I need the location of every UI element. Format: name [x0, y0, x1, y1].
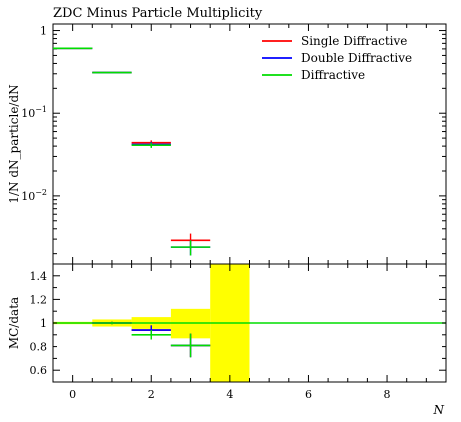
legend-label: Single Diffractive: [301, 34, 407, 48]
ratio-panel: 0.6 0.8 1 1.2 1.4 0 2 4 6 8 MC/data N: [7, 263, 447, 417]
y-axis-label: MC/data: [7, 297, 21, 349]
y-tick-label: 10−2: [21, 188, 47, 203]
y-tick-label: 1.4: [30, 270, 48, 283]
x-tick-label: 8: [384, 388, 391, 401]
chart-title: ZDC Minus Particle Multiplicity: [53, 6, 263, 21]
y-tick-label: 10−1: [21, 105, 47, 120]
x-tick-label: 2: [148, 388, 155, 401]
legend-label: Double Diffractive: [301, 51, 412, 65]
y-tick-label: 0.6: [30, 364, 48, 377]
main-panel: 1 10−1 10−21/N dN_particle/dN Single Diffra…: [7, 23, 447, 265]
y-tick-label: 1.2: [30, 293, 48, 306]
x-tick-label: 6: [305, 388, 312, 401]
y-tick-label: 1: [40, 317, 47, 330]
x-tick-label: 4: [226, 388, 233, 401]
y-tick-label: 1: [40, 25, 47, 38]
y-tick-label: 0.8: [30, 341, 48, 354]
x-axis-label: N: [433, 403, 445, 417]
y-axis-label: 1/N dN_particle/dN: [7, 84, 21, 203]
x-tick-label: 0: [69, 388, 76, 401]
legend-label: Diffractive: [301, 68, 365, 82]
